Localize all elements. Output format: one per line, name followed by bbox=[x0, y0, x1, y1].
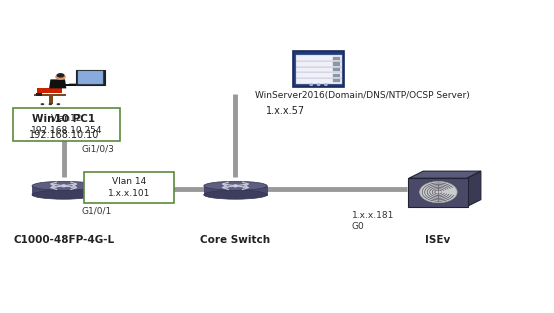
FancyBboxPatch shape bbox=[78, 71, 103, 84]
FancyBboxPatch shape bbox=[293, 51, 344, 87]
Circle shape bbox=[310, 84, 312, 85]
FancyBboxPatch shape bbox=[332, 57, 340, 60]
Ellipse shape bbox=[32, 181, 95, 190]
Polygon shape bbox=[204, 186, 267, 195]
Text: 1.x.x.57: 1.x.x.57 bbox=[266, 106, 305, 116]
Text: Vlan12
192.168.10.254: Vlan12 192.168.10.254 bbox=[31, 114, 102, 135]
FancyBboxPatch shape bbox=[295, 67, 342, 72]
Polygon shape bbox=[63, 84, 76, 86]
Circle shape bbox=[55, 74, 66, 80]
Circle shape bbox=[317, 84, 320, 85]
FancyBboxPatch shape bbox=[408, 178, 468, 207]
Text: G0: G0 bbox=[352, 223, 365, 231]
FancyBboxPatch shape bbox=[13, 108, 120, 141]
Text: 192.168.10.10: 192.168.10.10 bbox=[28, 130, 99, 140]
Ellipse shape bbox=[204, 190, 267, 199]
Text: Gi1/0/3: Gi1/0/3 bbox=[81, 144, 114, 153]
Polygon shape bbox=[36, 93, 43, 96]
Polygon shape bbox=[88, 84, 93, 85]
Text: C1000-48FP-4G-L: C1000-48FP-4G-L bbox=[13, 235, 114, 245]
FancyBboxPatch shape bbox=[332, 74, 340, 77]
FancyBboxPatch shape bbox=[295, 55, 342, 61]
Ellipse shape bbox=[204, 181, 267, 190]
Text: ISEv: ISEv bbox=[425, 235, 450, 245]
Polygon shape bbox=[466, 171, 481, 207]
Polygon shape bbox=[34, 94, 66, 96]
Circle shape bbox=[57, 73, 64, 78]
FancyBboxPatch shape bbox=[332, 68, 340, 71]
Circle shape bbox=[57, 103, 60, 105]
Text: Win10 PC1: Win10 PC1 bbox=[32, 114, 95, 124]
FancyBboxPatch shape bbox=[332, 79, 340, 82]
FancyBboxPatch shape bbox=[295, 78, 342, 84]
FancyBboxPatch shape bbox=[295, 72, 342, 78]
FancyBboxPatch shape bbox=[295, 61, 342, 67]
Circle shape bbox=[49, 103, 52, 105]
Circle shape bbox=[420, 182, 457, 203]
Text: 1.x.x.181: 1.x.x.181 bbox=[352, 212, 394, 220]
Polygon shape bbox=[37, 88, 63, 93]
Text: WinServer2016(Domain/DNS/NTP/OCSP Server): WinServer2016(Domain/DNS/NTP/OCSP Server… bbox=[255, 91, 470, 100]
Polygon shape bbox=[69, 83, 101, 85]
FancyBboxPatch shape bbox=[332, 62, 340, 65]
Ellipse shape bbox=[32, 190, 95, 199]
Polygon shape bbox=[409, 171, 481, 178]
Text: Core Switch: Core Switch bbox=[201, 235, 270, 245]
Circle shape bbox=[61, 184, 66, 187]
Polygon shape bbox=[32, 186, 95, 195]
FancyBboxPatch shape bbox=[84, 172, 174, 203]
Circle shape bbox=[325, 84, 327, 85]
FancyBboxPatch shape bbox=[75, 70, 105, 85]
Circle shape bbox=[40, 103, 44, 105]
Text: Vlan 14
1.x.x.101: Vlan 14 1.x.x.101 bbox=[107, 177, 150, 198]
Circle shape bbox=[233, 184, 238, 187]
Polygon shape bbox=[49, 80, 66, 88]
Text: G1/0/1: G1/0/1 bbox=[81, 207, 112, 216]
Polygon shape bbox=[49, 96, 53, 104]
